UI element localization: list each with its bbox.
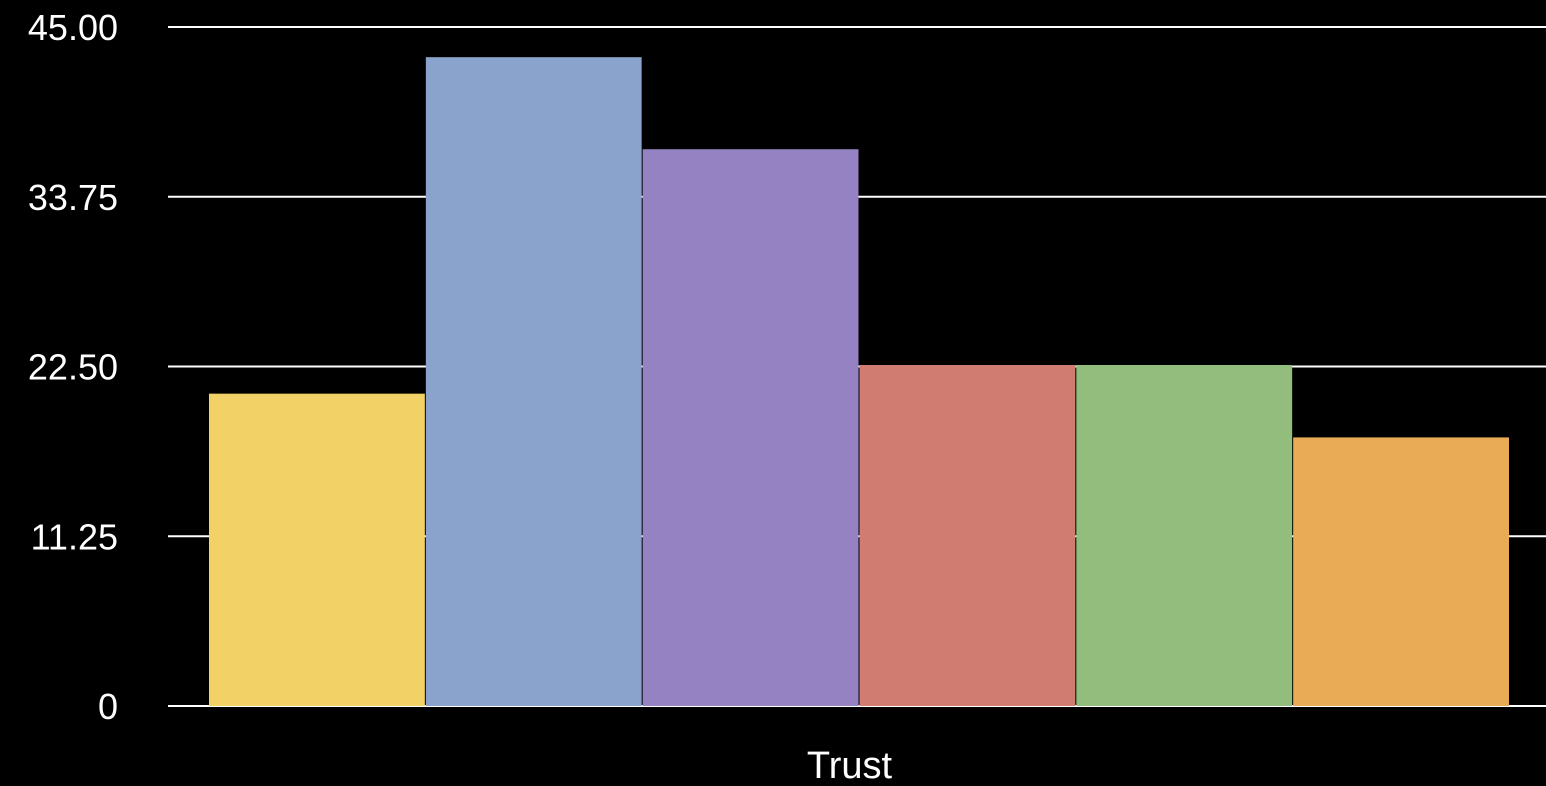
y-tick-label: 22.50	[28, 347, 118, 388]
x-axis-category-labels: Trust	[807, 745, 893, 786]
bar-series-4	[859, 364, 1076, 706]
y-tick-label: 45.00	[28, 7, 118, 48]
bar-series-3	[642, 149, 859, 707]
x-category-label: Trust	[807, 745, 893, 786]
y-axis-tick-labels: 0 11.25 22.50 33.75 45.00	[28, 7, 118, 727]
y-tick-label: 33.75	[28, 177, 118, 218]
y-tick-label: 0	[98, 686, 118, 727]
bar-series-1	[209, 393, 425, 706]
bar-series-5	[1076, 364, 1293, 706]
y-tick-label: 11.25	[31, 516, 118, 557]
bars	[209, 57, 1509, 707]
bar-series-6	[1293, 437, 1509, 706]
bar-series-2	[425, 57, 642, 706]
